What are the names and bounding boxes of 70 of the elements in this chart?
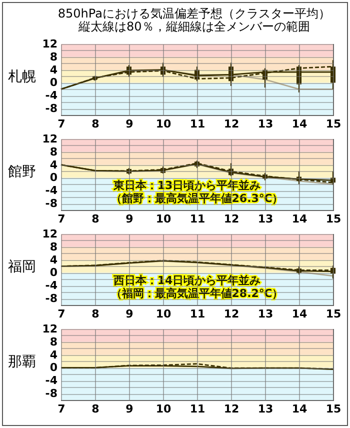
annotation: （館野：最高気温平年値26.3℃）: [110, 192, 284, 205]
y-tick-label: -4: [45, 374, 58, 388]
x-tick-label: 9: [126, 212, 134, 226]
chart-subtitle: 縦太線は80％，縦細線は全メンバーの範囲: [78, 20, 310, 34]
x-tick-label: 8: [92, 118, 100, 130]
x-tick-label: 7: [58, 118, 66, 130]
y-tick-label: 4: [50, 253, 58, 266]
x-tick-label: 14: [292, 402, 308, 416]
x-tick-label: 8: [92, 402, 100, 416]
y-tick-label: 4: [50, 348, 58, 362]
y-tick-label: 0: [50, 361, 58, 374]
x-tick-label: 12: [224, 212, 240, 226]
y-tick-label: 12: [42, 38, 58, 50]
x-tick-label: 10: [156, 308, 172, 320]
y-tick-label: 0: [50, 266, 58, 280]
y-tick-label: -4: [45, 89, 58, 102]
y-tick-label: -4: [45, 279, 58, 292]
x-tick-label: 10: [156, 118, 172, 130]
y-tick-label: -4: [45, 184, 58, 198]
x-tick-label: 9: [126, 118, 134, 130]
x-tick-label: 9: [126, 308, 134, 320]
annotation: 西日本：14日頃から平年並み: [112, 274, 261, 287]
y-tick-label: -8: [45, 102, 58, 116]
x-tick-label: 15: [326, 308, 342, 320]
y-tick-label: -8: [45, 197, 58, 210]
y-axis-title: 那覇: [8, 354, 36, 370]
y-tick-label: 8: [50, 50, 58, 64]
x-tick-label: 11: [190, 402, 206, 416]
y-axis-title: 館野: [8, 164, 36, 180]
x-tick-label: 13: [258, 212, 274, 226]
x-tick-label: 13: [258, 308, 274, 320]
x-tick-label: 15: [326, 212, 342, 226]
x-tick-label: 13: [258, 118, 274, 130]
x-tick-label: 15: [326, 402, 342, 416]
x-tick-label: 10: [156, 402, 172, 416]
x-tick-label: 9: [126, 402, 134, 416]
x-tick-label: 15: [326, 118, 342, 130]
y-tick-label: 8: [50, 145, 58, 158]
annotation: （福岡：最高気温平年値28.2℃）: [110, 286, 284, 300]
x-tick-label: 14: [292, 118, 308, 130]
x-tick-label: 13: [258, 402, 274, 416]
x-tick-label: 12: [224, 402, 240, 416]
y-tick-label: 8: [50, 240, 58, 254]
x-tick-label: 8: [92, 308, 100, 320]
chart-title: 850hPaにおける気温偏差予想（クラスター平均）: [58, 6, 330, 20]
y-tick-label: 0: [50, 171, 58, 184]
y-axis-title: 福岡: [8, 258, 36, 275]
y-tick-label: 12: [42, 322, 58, 336]
y-tick-label: 0: [50, 76, 58, 90]
x-tick-label: 14: [292, 212, 308, 226]
y-tick-label: -8: [45, 292, 58, 306]
y-tick-label: 4: [50, 158, 58, 172]
x-tick-label: 14: [292, 308, 308, 320]
x-tick-label: 8: [92, 212, 100, 226]
x-tick-label: 7: [58, 212, 66, 226]
x-tick-label: 7: [58, 308, 66, 320]
y-tick-label: 4: [50, 63, 58, 76]
y-tick-label: 12: [42, 132, 58, 146]
y-tick-label: 12: [42, 228, 58, 240]
y-tick-label: -8: [45, 387, 58, 400]
x-tick-label: 11: [190, 212, 206, 226]
x-tick-label: 7: [58, 402, 66, 416]
x-tick-label: 12: [224, 118, 240, 130]
y-axis-title: 札幌: [8, 68, 36, 85]
y-tick-label: 8: [50, 335, 58, 348]
x-tick-label: 10: [156, 212, 172, 226]
annotation: 東日本：13日頃から平年並み: [112, 178, 261, 192]
x-tick-label: 12: [224, 308, 240, 320]
x-tick-label: 11: [190, 308, 206, 320]
x-tick-label: 11: [190, 118, 206, 130]
